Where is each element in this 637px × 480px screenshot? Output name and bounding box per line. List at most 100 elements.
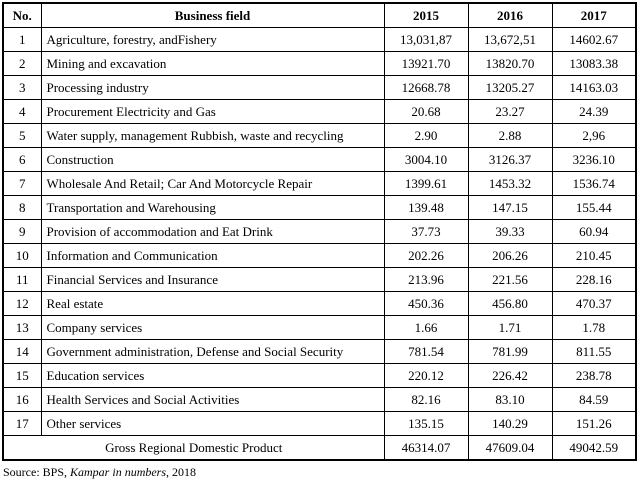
value-2015: 220.12 (383, 363, 469, 388)
row-number: 10 (2, 243, 42, 268)
header-field: Business field (40, 2, 385, 28)
value-2016: 781.99 (467, 339, 553, 364)
table-row: 1 Agriculture, forestry, andFishery 13,031… (2, 27, 637, 52)
footer-row: Gross Regional Domestic Product 46314.07… (2, 435, 637, 461)
business-field: Transportation and Warehousing (40, 195, 385, 220)
table-row: 5 Water supply, management Rubbish, waste… (2, 123, 637, 148)
business-field: Health Services and Social Activities (40, 387, 385, 412)
value-2016: 226.42 (467, 363, 553, 388)
value-2016: 83.10 (467, 387, 553, 412)
business-field: Wholesale And Retail; Car And Motorcycle… (40, 171, 385, 196)
value-2017: 238.78 (551, 363, 637, 388)
business-field: Provision of accommodation and Eat Drink (40, 219, 385, 244)
table-row: 2 Mining and excavation 13921.70 13820.70 13… (2, 51, 637, 76)
gdp-table: No. Business field 2015 2016 2017 1 Agric… (2, 2, 637, 461)
value-2017: 155.44 (551, 195, 637, 220)
row-number: 16 (2, 387, 42, 412)
table-row: 7 Wholesale And Retail; Car And Motorcycl… (2, 171, 637, 196)
value-2015: 781.54 (383, 339, 469, 364)
value-2016: 206.26 (467, 243, 553, 268)
value-2015: 20.68 (383, 99, 469, 124)
row-number: 1 (2, 27, 42, 52)
table-row: 13 Company services 1.66 1.71 1.78 (2, 315, 637, 340)
business-field: Other services (40, 411, 385, 436)
value-2017: 210.45 (551, 243, 637, 268)
value-2016: 140.29 (467, 411, 553, 436)
value-2015: 82.16 (383, 387, 469, 412)
business-field: Information and Communication (40, 243, 385, 268)
table-row: 8 Transportation and Warehousing 139.48 147… (2, 195, 637, 220)
business-field: Water supply, management Rubbish, waste … (40, 123, 385, 148)
table-row: 15 Education services 220.12 226.42 238.78 (2, 363, 637, 388)
value-2016: 1453.32 (467, 171, 553, 196)
table-row: 9 Provision of accommodation and Eat Drin… (2, 219, 637, 244)
header-2016: 2016 (467, 2, 553, 28)
footer-value-2015: 46314.07 (383, 435, 469, 461)
business-field: Financial Services and Insurance (40, 267, 385, 292)
table-row: 14 Government administration, Defense and… (2, 339, 637, 364)
business-field: Real estate (40, 291, 385, 316)
value-2015: 213.96 (383, 267, 469, 292)
value-2015: 12668.78 (383, 75, 469, 100)
row-number: 3 (2, 75, 42, 100)
value-2015: 37.73 (383, 219, 469, 244)
value-2017: 811.55 (551, 339, 637, 364)
value-2015: 13921.70 (383, 51, 469, 76)
value-2017: 14163.03 (551, 75, 637, 100)
row-number: 11 (2, 267, 42, 292)
value-2017: 1.78 (551, 315, 637, 340)
value-2016: 1.71 (467, 315, 553, 340)
value-2017: 13083.38 (551, 51, 637, 76)
footer-value-2017: 49042.59 (551, 435, 637, 461)
value-2016: 221.56 (467, 267, 553, 292)
row-number: 5 (2, 123, 42, 148)
source-prefix: Source: BPS, (3, 465, 71, 479)
value-2017: 84.59 (551, 387, 637, 412)
table-header: No. Business field 2015 2016 2017 (2, 2, 637, 28)
value-2015: 450.36 (383, 291, 469, 316)
value-2015: 2.90 (383, 123, 469, 148)
row-number: 2 (2, 51, 42, 76)
row-number: 4 (2, 99, 42, 124)
footer-label: Gross Regional Domestic Product (2, 435, 385, 461)
business-field: Mining and excavation (40, 51, 385, 76)
row-number: 7 (2, 171, 42, 196)
value-2015: 1399.61 (383, 171, 469, 196)
value-2015: 1.66 (383, 315, 469, 340)
value-2017: 3236.10 (551, 147, 637, 172)
value-2017: 60.94 (551, 219, 637, 244)
row-number: 15 (2, 363, 42, 388)
business-field: Government administration, Defense and S… (40, 339, 385, 364)
business-field: Processing industry (40, 75, 385, 100)
business-field: Procurement Electricity and Gas (40, 99, 385, 124)
business-field: Construction (40, 147, 385, 172)
source-citation: Source: BPS, Kampar in numbers, 2018 (2, 461, 635, 480)
value-2017: 2,96 (551, 123, 637, 148)
table-row: 6 Construction 3004.10 3126.37 3236.10 (2, 147, 637, 172)
table-row: 16 Health Services and Social Activities 8… (2, 387, 637, 412)
row-number: 6 (2, 147, 42, 172)
table-row: 12 Real estate 450.36 456.80 470.37 (2, 291, 637, 316)
value-2015: 13,031,87 (383, 27, 469, 52)
value-2016: 39.33 (467, 219, 553, 244)
source-title: Kampar in numbers (70, 465, 167, 479)
value-2015: 135.15 (383, 411, 469, 436)
table-row: 17 Other services 135.15 140.29 151.26 (2, 411, 637, 436)
value-2016: 23.27 (467, 99, 553, 124)
header-no: No. (2, 2, 42, 28)
value-2015: 3004.10 (383, 147, 469, 172)
value-2016: 3126.37 (467, 147, 553, 172)
business-field: Education services (40, 363, 385, 388)
footer-value-2016: 47609.04 (467, 435, 553, 461)
value-2017: 24.39 (551, 99, 637, 124)
source-suffix: , 2018 (166, 465, 197, 479)
row-number: 12 (2, 291, 42, 316)
business-field: Company services (40, 315, 385, 340)
value-2016: 2.88 (467, 123, 553, 148)
value-2015: 202.26 (383, 243, 469, 268)
value-2015: 139.48 (383, 195, 469, 220)
table-footer: Gross Regional Domestic Product 46314.07… (2, 435, 637, 461)
value-2017: 470.37 (551, 291, 637, 316)
value-2016: 147.15 (467, 195, 553, 220)
